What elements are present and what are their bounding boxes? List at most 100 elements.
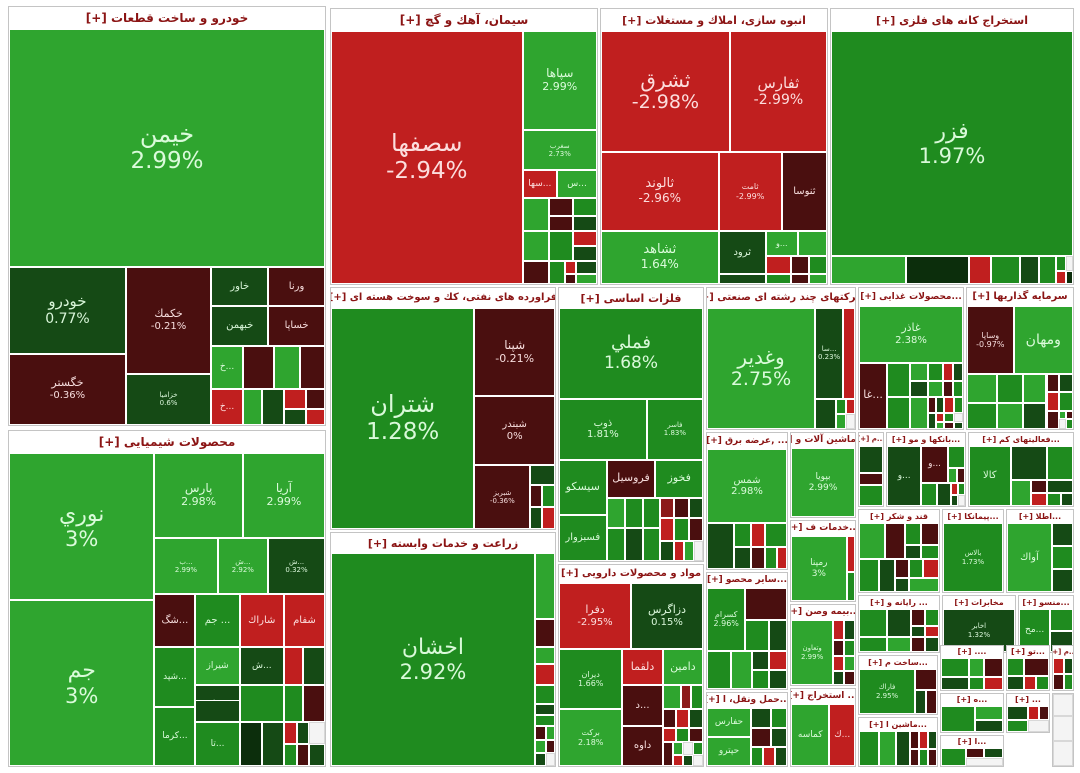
treemap-tile-ثفارس[interactable]: ثفارس -2.99%	[729, 31, 827, 153]
treemap-tile[interactable]	[1060, 492, 1073, 506]
treemap-tile[interactable]	[943, 362, 953, 382]
treemap-tile[interactable]	[674, 540, 685, 561]
treemap-tile[interactable]	[975, 706, 1003, 721]
treemap-tile[interactable]	[769, 669, 787, 689]
treemap-tile[interactable]	[625, 497, 643, 529]
treemap-tile-...ك[interactable]: ...ك	[829, 704, 855, 766]
treemap-tile[interactable]	[846, 398, 855, 415]
sector-header-food-products[interactable]: ...محصولات غذایی [+]	[859, 288, 963, 306]
sector-header-machinery-b[interactable]: ...ماشین ا [+]	[859, 718, 937, 731]
treemap-tile[interactable]	[926, 689, 937, 714]
treemap-tile-خیمن[interactable]: خیمن 2.99%	[9, 29, 325, 267]
sector-header-information[interactable]: ...اطلا [+]	[1007, 510, 1073, 523]
treemap-tile[interactable]	[925, 636, 939, 652]
treemap-tile[interactable]	[1051, 569, 1073, 592]
treemap-tile[interactable]	[790, 273, 809, 284]
treemap-tile[interactable]	[642, 497, 660, 529]
treemap-tile[interactable]	[302, 684, 325, 723]
treemap-tile-ثالوند[interactable]: ثالوند -2.96%	[601, 152, 719, 231]
treemap-tile[interactable]	[967, 403, 997, 429]
treemap-tile-...شگ[interactable]: ...شگ	[154, 593, 196, 648]
treemap-tile[interactable]	[662, 685, 682, 710]
treemap-tile[interactable]	[879, 558, 895, 592]
treemap-tile[interactable]	[1059, 392, 1073, 411]
treemap-tile[interactable]	[909, 362, 928, 382]
treemap-tile[interactable]	[541, 484, 555, 507]
treemap-tile[interactable]	[927, 731, 937, 749]
sector-header-banks[interactable]: ...بانکها و مو [+]	[887, 433, 965, 446]
treemap-tile[interactable]	[283, 389, 307, 410]
treemap-tile[interactable]	[833, 656, 845, 671]
sector-header-investments[interactable]: سرمایه گذاریها [+]	[967, 288, 1073, 306]
treemap-tile[interactable]	[573, 230, 597, 247]
treemap-tile[interactable]	[195, 700, 240, 723]
treemap-tile-وساپا[interactable]: وساپا -0.97%	[967, 306, 1014, 374]
treemap-tile-کالا[interactable]: کالا	[969, 446, 1011, 506]
treemap-tile[interactable]	[765, 523, 787, 548]
sector-header-misc-m-a[interactable]: ...م [+]	[859, 433, 883, 446]
treemap-tile[interactable]	[530, 506, 542, 529]
sector-header-pharmaceuticals[interactable]: مواد و محصولات دارویی [+]	[559, 565, 703, 583]
treemap-tile[interactable]	[662, 727, 676, 743]
treemap-tile[interactable]	[745, 588, 787, 621]
treemap-tile[interactable]	[1046, 373, 1060, 393]
sector-header-misc-tu[interactable]: ...تو [+]	[1007, 646, 1049, 658]
treemap-tile[interactable]	[674, 497, 689, 518]
treemap-tile-...و[interactable]: ...و	[921, 446, 948, 484]
treemap-tile[interactable]	[751, 746, 763, 766]
treemap-tile[interactable]	[859, 485, 883, 506]
treemap-tile[interactable]	[1056, 256, 1066, 272]
treemap-tile-فسبزوار[interactable]: فسبزوار	[559, 515, 607, 561]
treemap-tile[interactable]	[751, 708, 771, 728]
treemap-tile[interactable]	[935, 421, 945, 429]
treemap-tile[interactable]	[751, 650, 770, 670]
treemap-tile-...مح[interactable]: ...مح	[1019, 609, 1051, 652]
treemap-tile[interactable]	[283, 684, 303, 723]
treemap-tile-دیران[interactable]: دیران 1.66%	[559, 648, 623, 710]
treemap-tile[interactable]	[927, 397, 936, 413]
treemap-tile[interactable]	[968, 256, 991, 284]
treemap-tile[interactable]	[835, 398, 847, 415]
treemap-tile-وغدیر[interactable]: وغدیر 2.75%	[707, 308, 816, 429]
treemap-tile[interactable]	[905, 545, 922, 559]
treemap-tile-...ب[interactable]: ...ب 2.99%	[154, 537, 218, 594]
treemap-tile[interactable]	[1047, 479, 1073, 493]
treemap-tile[interactable]	[734, 547, 751, 569]
treemap-tile[interactable]	[859, 473, 883, 485]
treemap-tile[interactable]	[1065, 410, 1073, 420]
sector-header-real-estate[interactable]: انبوه سازی، املاك و مستغلات [+]	[601, 9, 827, 31]
treemap-tile[interactable]	[763, 746, 775, 766]
sector-header-contracting[interactable]: ...پیمانکا [+]	[943, 510, 1003, 523]
treemap-tile[interactable]	[274, 345, 300, 390]
treemap-tile[interactable]	[887, 636, 911, 652]
treemap-tile-...و[interactable]: ...و	[765, 230, 798, 257]
treemap-tile[interactable]	[909, 731, 920, 749]
treemap-tile-خزامیا[interactable]: خزامیا 0.6%	[125, 373, 212, 425]
treemap-tile[interactable]	[844, 639, 855, 657]
sector-header-agriculture[interactable]: زراعت و خدمات وابسته [+]	[331, 533, 555, 553]
sector-header-electricity-supply[interactable]: ... ,عرضه برق [+]	[707, 433, 787, 449]
treemap-tile-ورنا[interactable]: ورنا	[268, 266, 325, 307]
treemap-tile-فاسر[interactable]: فاسر 1.83%	[646, 399, 703, 460]
treemap-tile[interactable]	[675, 709, 689, 728]
treemap-tile[interactable]	[534, 619, 555, 647]
treemap-tile[interactable]	[1007, 720, 1028, 732]
treemap-tile[interactable]	[575, 261, 597, 274]
treemap-tile[interactable]	[675, 727, 689, 743]
treemap-tile[interactable]	[921, 523, 939, 546]
treemap-tile[interactable]	[833, 670, 845, 685]
treemap-tile-فروسیل[interactable]: فروسیل	[606, 459, 656, 498]
treemap-tile-...ش[interactable]: ...ش	[239, 647, 284, 685]
treemap-tile[interactable]	[1047, 446, 1073, 480]
treemap-tile[interactable]	[522, 261, 550, 284]
sector-header-other-products[interactable]: ...سایر محصو [+]	[707, 573, 787, 588]
treemap-tile-پارس[interactable]: پارس 2.98%	[154, 453, 243, 538]
treemap-tile-خودرو[interactable]: خودرو 0.77%	[9, 266, 126, 354]
treemap-tile[interactable]	[283, 744, 297, 766]
treemap-tile[interactable]	[967, 373, 997, 404]
sector-header-metal-ore-mining[interactable]: استخراج کانه های فلزی [+]	[831, 9, 1073, 31]
treemap-tile-بالاس[interactable]: بالاس 1.73%	[943, 523, 1003, 592]
treemap-tile-...خ[interactable]: ...خ	[211, 345, 243, 390]
treemap-tile[interactable]	[895, 578, 910, 592]
treemap-tile[interactable]	[573, 197, 597, 216]
